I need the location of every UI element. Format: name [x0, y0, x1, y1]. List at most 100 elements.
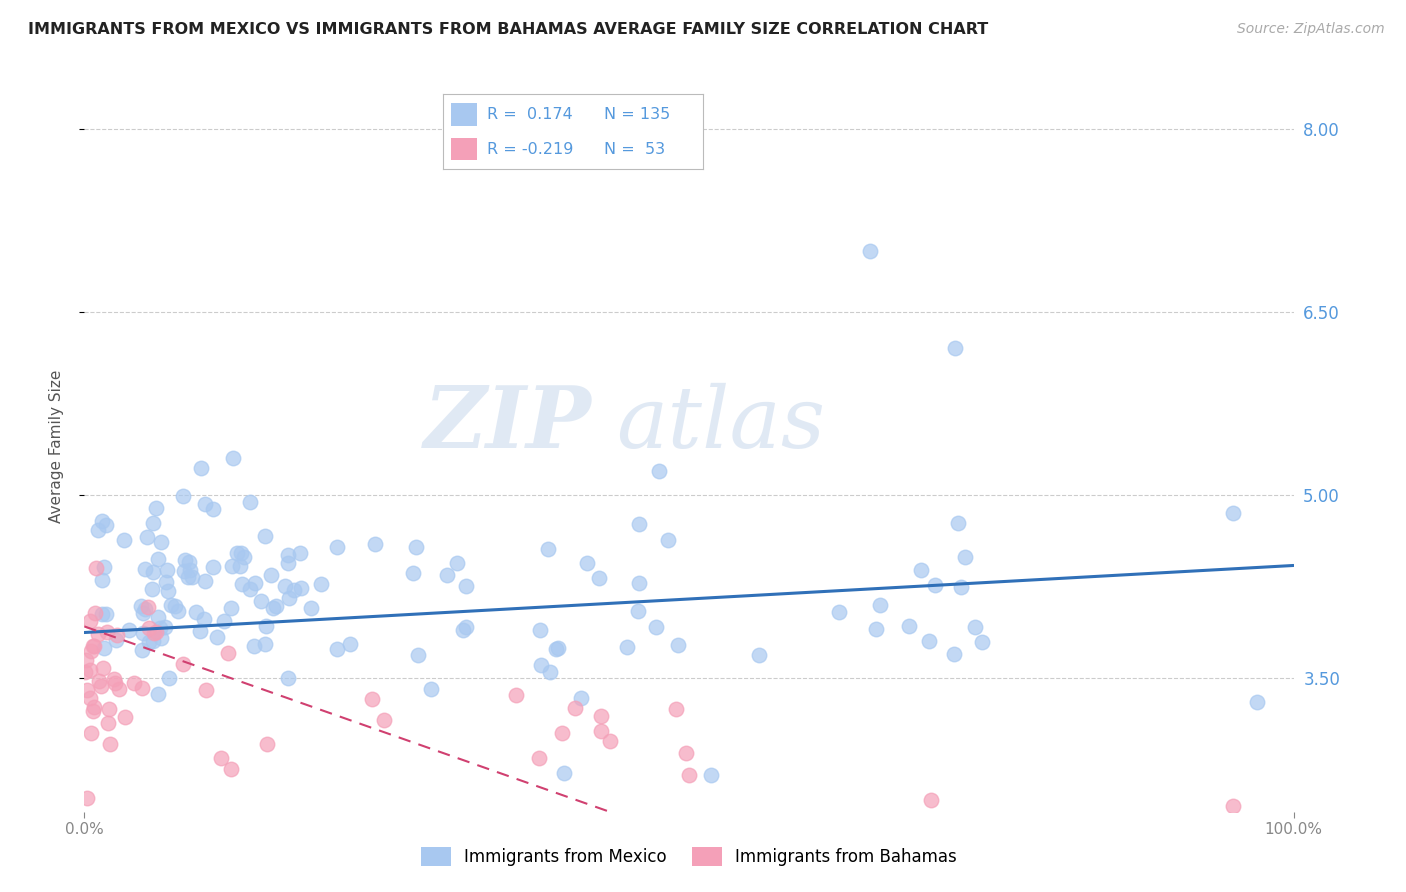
Point — [599, 733, 621, 747]
Point — [1222, 506, 1244, 520]
Point — [231, 577, 253, 591]
Point — [243, 576, 266, 591]
Point — [529, 657, 551, 672]
Point — [260, 567, 283, 582]
Point — [226, 546, 249, 560]
Point — [277, 671, 299, 685]
Point — [924, 578, 946, 592]
Point — [149, 621, 172, 635]
Point — [538, 665, 561, 680]
Point — [132, 626, 155, 640]
Point — [309, 576, 332, 591]
Point — [79, 644, 101, 658]
Text: N =  53: N = 53 — [605, 142, 665, 156]
Point — [647, 465, 669, 479]
Point — [90, 679, 112, 693]
Point — [564, 701, 586, 715]
Point — [544, 642, 567, 657]
Point — [150, 631, 173, 645]
Point — [229, 559, 252, 574]
Point — [145, 624, 167, 639]
Point — [93, 560, 115, 574]
Point — [865, 622, 887, 636]
Point — [193, 612, 215, 626]
Point — [288, 546, 311, 560]
Text: atlas: atlas — [616, 383, 825, 466]
Point — [589, 708, 612, 723]
Point — [869, 599, 891, 613]
Point — [104, 633, 127, 648]
Point — [547, 641, 569, 656]
Point — [256, 737, 278, 751]
Point — [173, 564, 195, 578]
Point — [122, 676, 145, 690]
Point — [97, 715, 120, 730]
Y-axis label: Average Family Size: Average Family Size — [49, 369, 63, 523]
Point — [229, 546, 252, 560]
Point — [156, 563, 179, 577]
Point — [550, 725, 572, 739]
Point — [943, 342, 966, 356]
Text: IMMIGRANTS FROM MEXICO VS IMMIGRANTS FROM BAHAMAS AVERAGE FAMILY SIZE CORRELATIO: IMMIGRANTS FROM MEXICO VS IMMIGRANTS FRO… — [28, 22, 988, 37]
Point — [446, 556, 468, 570]
Point — [131, 606, 153, 620]
Point — [588, 571, 610, 585]
Point — [194, 497, 217, 511]
Point — [910, 563, 932, 577]
Point — [665, 702, 688, 716]
Point — [364, 537, 387, 551]
Point — [616, 640, 638, 655]
Point — [174, 553, 197, 567]
Point — [181, 570, 204, 584]
Point — [150, 535, 173, 549]
Point — [212, 614, 235, 628]
Point — [569, 690, 592, 705]
Bar — [451, 137, 477, 161]
Point — [142, 516, 165, 530]
Point — [82, 640, 104, 654]
Point — [91, 660, 114, 674]
Point — [148, 687, 170, 701]
Point — [436, 568, 458, 582]
Point — [657, 533, 679, 547]
Bar — [451, 103, 477, 126]
Point — [87, 627, 110, 641]
Point — [179, 563, 201, 577]
Point — [920, 792, 942, 806]
Point — [254, 637, 277, 651]
Point — [177, 570, 200, 584]
Point — [165, 599, 187, 614]
Point — [105, 628, 128, 642]
Point — [537, 541, 560, 556]
Point — [627, 517, 650, 532]
Point — [628, 576, 651, 591]
Point — [83, 639, 105, 653]
Point — [94, 518, 117, 533]
Point — [897, 619, 920, 633]
Point — [456, 579, 478, 593]
Point — [232, 549, 254, 564]
Point — [1222, 798, 1244, 813]
Point — [575, 556, 598, 570]
Point — [179, 555, 201, 569]
Point — [828, 606, 851, 620]
Point — [184, 605, 207, 619]
Point — [965, 620, 987, 634]
Point — [136, 599, 159, 614]
Point — [93, 640, 115, 655]
Point — [946, 516, 969, 530]
Point — [700, 768, 723, 782]
Point — [972, 635, 994, 649]
Point — [114, 710, 136, 724]
Point — [195, 682, 218, 697]
Point — [146, 552, 169, 566]
Point — [326, 540, 349, 554]
Point — [167, 604, 190, 618]
Point — [1246, 695, 1268, 709]
Point — [79, 614, 101, 628]
Text: R = -0.219: R = -0.219 — [486, 142, 574, 156]
Point — [339, 636, 361, 650]
Point — [264, 599, 287, 613]
Point — [134, 562, 156, 576]
Text: R =  0.174: R = 0.174 — [486, 107, 572, 121]
